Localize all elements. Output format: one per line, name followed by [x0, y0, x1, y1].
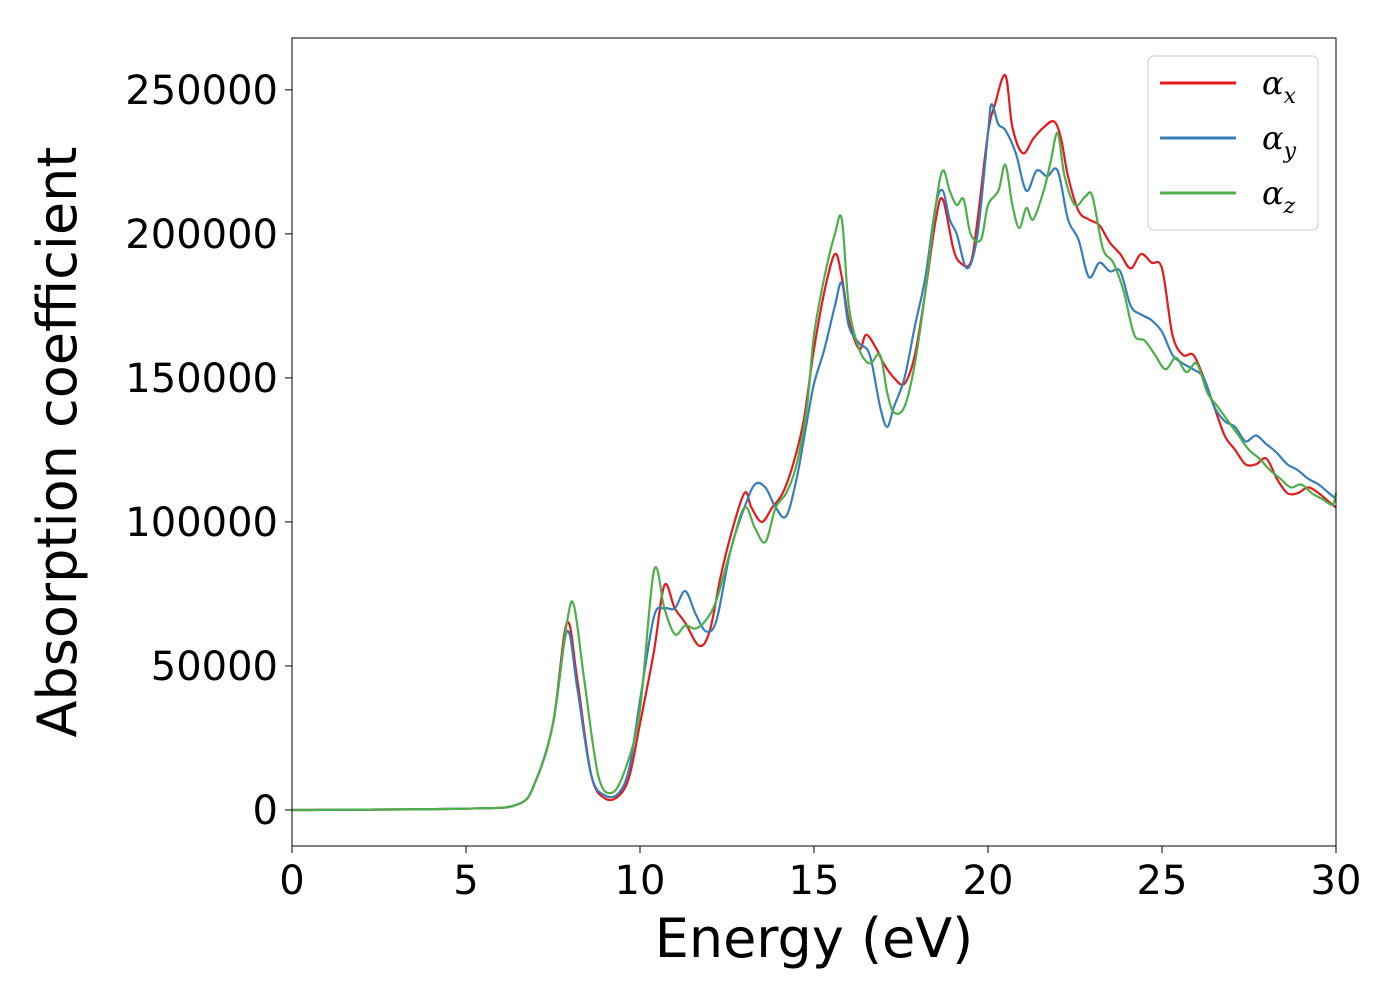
legend-entry-alpha-y: αy — [1160, 119, 1297, 164]
series-line-alpha-z — [291, 131, 1338, 812]
legend-box — [1147, 55, 1319, 231]
x-tick-label: 10 — [615, 858, 666, 904]
y-tick-label: 150000 — [125, 356, 278, 402]
y-axis-ticks: 0 50000 100000 150000 200000 250000 — [125, 68, 292, 834]
x-tick-label: 5 — [453, 858, 478, 904]
legend-label-alpha-y: αy — [1262, 119, 1297, 164]
series-lines — [291, 74, 1338, 812]
legend-entry-alpha-x: αx — [1160, 64, 1297, 109]
x-tick-label: 30 — [1311, 858, 1362, 904]
y-axis-label: Absorption coefficient — [26, 147, 89, 738]
x-tick-label: 25 — [1137, 858, 1188, 904]
x-tick-label: 15 — [789, 858, 840, 904]
x-tick-label: 0 — [279, 858, 304, 904]
legend-entry-alpha-z: αz — [1160, 174, 1296, 219]
legend-label-alpha-z: αz — [1262, 174, 1296, 219]
legend: αx αy αz — [1147, 55, 1319, 231]
y-tick-label: 50000 — [151, 644, 278, 690]
series-line-alpha-x — [291, 74, 1337, 812]
y-tick-label: 250000 — [125, 68, 278, 114]
y-tick-label: 0 — [253, 788, 278, 834]
x-axis-ticks: 0 5 10 15 20 25 30 — [279, 846, 1361, 904]
plot-frame — [291, 37, 1337, 847]
x-tick-label: 20 — [963, 858, 1014, 904]
y-tick-label: 100000 — [125, 500, 278, 546]
x-axis-label: Energy (eV) — [655, 907, 974, 970]
y-tick-label: 200000 — [125, 212, 278, 258]
legend-label-alpha-x: αx — [1262, 64, 1297, 109]
